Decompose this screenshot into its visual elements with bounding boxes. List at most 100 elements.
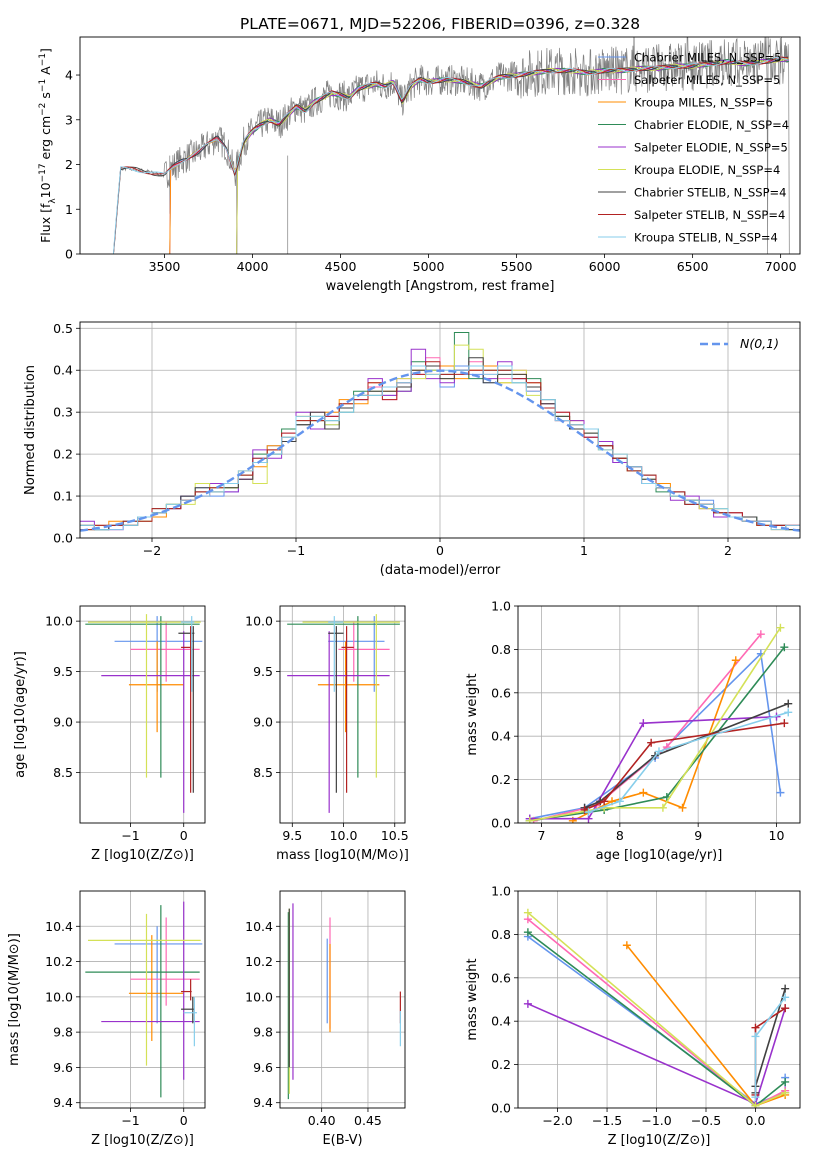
mass-weight-marker [615, 797, 624, 806]
legend-entry-text: Chabrier MILES, N_SSP=5 [634, 51, 781, 65]
mass-vs-Z-ytick-label: 9.6 [53, 1060, 73, 1075]
mass-vs-ebv-panel: 0.40 0.45 9.4 9.6 9.8 10.0 10.2 10.4 E(B-V) [245, 890, 406, 1148]
age-vs-mass-panel: 9.5 10.0 10.5 8.5 9.0 9.5 10.0 mass [log10(M/M⊙… [245, 605, 409, 863]
age-vs-Z-xtick-label: 0 [180, 828, 188, 843]
mass-weight-vs-Z-xtick-label: 0.0 [746, 1113, 766, 1128]
age-vs-mass-ytick-label: 9.0 [253, 715, 273, 730]
mass-weight-marker [776, 788, 785, 797]
mass-vs-Z-plot-area [80, 891, 205, 1108]
legend-entry-text: Salpeter ELODIE, N_SSP=5 [634, 141, 788, 155]
mass-weight-vs-Z-ylabel: mass weight [465, 958, 480, 1040]
age-vs-Z-xlabel: Z [log10(Z/Z⊙)] [91, 848, 194, 863]
mass-weight-marker [658, 803, 667, 812]
spectrum-xtick-label: 4000 [237, 259, 269, 274]
mass-vs-ebv-xtick-label: 0.40 [308, 1113, 336, 1128]
mass-weight-vs-Z-ytick-label: 0.4 [491, 1014, 511, 1029]
mass-weight-marker [781, 1004, 790, 1013]
mass-weight-marker [655, 747, 663, 756]
spectrum-xtick-label: 6500 [677, 259, 709, 274]
age-vs-Z-xtick-label: −1 [121, 828, 139, 843]
mass-weight-marker [751, 1093, 760, 1102]
spectrum-xtick-label: 5000 [413, 259, 445, 274]
spectrum-ylabel-part: A [38, 66, 53, 79]
mass-vs-ebv-frame [279, 890, 406, 1109]
age-vs-Z-plot-area [80, 606, 205, 823]
spectrum-ytick-label: 2 [65, 157, 73, 172]
mass-weight-vs-Z-xtick-label: −2.0 [542, 1113, 572, 1128]
spectrum-ytick-label: 0 [65, 247, 73, 262]
mass-weight-vs-age-ytick-label: 0.6 [491, 685, 511, 700]
mass-vs-Z-ytick-label: 10.0 [45, 989, 73, 1004]
mass-vs-ebv-ytick-label: 10.2 [245, 954, 273, 969]
legend-entry-text: Salpeter STELIB, N_SSP=4 [634, 208, 785, 222]
age-vs-Z-panel: −1 0 8.5 9.0 9.5 10.0 Z [log10(Z/Z⊙)] age [log1… [13, 605, 206, 863]
mass-weight-marker [780, 643, 789, 652]
mass-weight-vs-Z-ytick-label: 0.6 [491, 970, 511, 985]
residuals-plot-area [80, 322, 800, 538]
mass-weight-vs-age-xtick-label: 8 [616, 828, 624, 843]
spectrum-ylabel-part: −1 [38, 53, 48, 66]
mass-weight-vs-age-plot-area [518, 606, 800, 823]
legend-entry: Salpeter MILES, N_SSP=5 [634, 73, 780, 87]
residuals-frame [79, 321, 801, 539]
spectrum-xlabel: wavelength [Angstrom, rest frame] [326, 279, 555, 294]
mass-weight-vs-Z-xtick-label: −1.5 [592, 1113, 622, 1128]
mass-weight-marker [784, 699, 793, 708]
mass-weight-marker [731, 656, 740, 665]
spectrum-ytick-label: 1 [65, 202, 73, 217]
spectrum-xtick-label: 6000 [589, 259, 621, 274]
legend-entry-text: Chabrier ELODIE, N_SSP=4 [634, 118, 789, 132]
model-spectrum-line [236, 57, 790, 254]
legend-entry: Chabrier ELODIE, N_SSP=4 [634, 118, 789, 132]
residuals-xtick-label: 0 [436, 543, 444, 558]
age-vs-mass-xtick-label: 10.0 [330, 828, 358, 843]
legend-entry: Chabrier MILES, N_SSP=5 [634, 51, 781, 65]
mass-weight-marker [647, 738, 656, 747]
figure-title: PLATE=0671, MJD=52206, FIBERID=0396, z=0… [240, 15, 640, 33]
mass-vs-ebv-ytick-label: 9.4 [253, 1095, 273, 1110]
mass-weight-vs-Z-xlabel: Z [log10(Z/Z⊙)] [608, 1133, 711, 1148]
legend-entry: Kroupa MILES, N_SSP=6 [634, 96, 773, 110]
spectrum-ylabel-part: ] [38, 48, 53, 53]
spectrum-xtick-label: 5500 [501, 259, 533, 274]
mass-weight-vs-Z-frame [517, 890, 801, 1109]
mass-weight-marker [780, 719, 789, 728]
spectrum-frame [79, 36, 801, 255]
gaussian-curve [80, 369, 800, 532]
mass-vs-ebv-plot-area [280, 891, 405, 1108]
mass-weight-line [588, 711, 789, 813]
age-vs-Z-ytick-label: 9.0 [53, 715, 73, 730]
age-vs-mass-ytick-label: 8.5 [253, 765, 273, 780]
mass-weight-vs-age-ytick-label: 0.0 [491, 816, 511, 831]
residuals-panel: −2 −1 0 1 2 0.0 0.1 0.2 0.3 0.4 0.5 (data-model)/er… [23, 321, 801, 578]
mass-weight-vs-age-frame [517, 605, 801, 824]
mass-vs-Z-xlabel: Z [log10(Z/Z⊙)] [91, 1133, 194, 1148]
mass-vs-ebv-ytick-label: 10.4 [245, 919, 273, 934]
mass-weight-marker [781, 1077, 790, 1086]
mass-vs-Z-ytick-label: 10.4 [45, 919, 73, 934]
mass-vs-Z-ytick-label: 10.2 [45, 954, 73, 969]
spectrum-xtick-label: 7000 [765, 259, 797, 274]
mass-weight-marker [678, 803, 687, 812]
mass-weight-vs-Z-xtick-label: −1.0 [641, 1113, 671, 1128]
residuals-ytick-label: 0.4 [53, 363, 73, 378]
residuals-ytick-label: 0.0 [53, 531, 73, 546]
age-vs-Z-ytick-label: 9.5 [53, 664, 73, 679]
legend-entry-text: Chabrier STELIB, N_SSP=4 [634, 186, 786, 200]
mass-weight-line [584, 702, 789, 809]
age-vs-Z-frame [79, 605, 206, 824]
mass-weight-line [529, 646, 785, 822]
mass-weight-marker [523, 928, 532, 937]
spectrum-ytick-label: 4 [65, 68, 73, 83]
spectrum-panel: 3500 4000 4500 5000 5500 6000 6500 7000 0 1 2 3 4 wav… [38, 36, 801, 294]
mass-vs-ebv-xtick-label: 0.45 [354, 1113, 382, 1128]
mass-weight-marker [751, 1101, 760, 1108]
mass-weight-marker [784, 708, 793, 717]
age-vs-Z-ytick-label: 10.0 [45, 614, 73, 629]
residuals-ytick-label: 0.1 [53, 489, 73, 504]
mass-vs-Z-ytick-label: 9.8 [53, 1025, 73, 1040]
spectrum-plot-area [112, 37, 790, 254]
mass-weight-marker [525, 816, 534, 823]
mass-weight-marker [756, 630, 765, 639]
